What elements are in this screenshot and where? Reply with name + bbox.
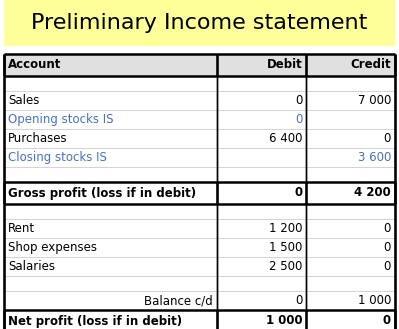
Bar bbox=[4, 291, 395, 310]
Text: 7 000: 7 000 bbox=[358, 94, 391, 107]
Bar bbox=[4, 91, 395, 110]
Bar bbox=[4, 238, 395, 257]
Text: 1 000: 1 000 bbox=[358, 294, 391, 307]
Text: Gross profit (loss if in debit): Gross profit (loss if in debit) bbox=[8, 187, 196, 199]
Bar bbox=[4, 257, 395, 276]
Text: Debit: Debit bbox=[267, 59, 302, 71]
Bar bbox=[4, 219, 395, 238]
Text: 0: 0 bbox=[383, 132, 391, 145]
Bar bbox=[4, 129, 395, 148]
Bar bbox=[4, 276, 395, 291]
Bar bbox=[4, 54, 395, 76]
Text: 1 200: 1 200 bbox=[269, 222, 302, 235]
Bar bbox=[4, 204, 395, 219]
Text: 0: 0 bbox=[383, 222, 391, 235]
Bar bbox=[4, 148, 395, 167]
Text: 0: 0 bbox=[383, 241, 391, 254]
Text: Closing stocks IS: Closing stocks IS bbox=[8, 151, 107, 164]
Text: Salaries: Salaries bbox=[8, 260, 55, 273]
Text: 0: 0 bbox=[295, 94, 302, 107]
Text: Opening stocks IS: Opening stocks IS bbox=[8, 113, 113, 126]
Text: Net profit (loss if in debit): Net profit (loss if in debit) bbox=[8, 315, 182, 327]
Text: Shop expenses: Shop expenses bbox=[8, 241, 97, 254]
Text: Purchases: Purchases bbox=[8, 132, 67, 145]
Bar bbox=[4, 0, 395, 46]
Text: Credit: Credit bbox=[350, 59, 391, 71]
Text: Account: Account bbox=[8, 59, 61, 71]
Bar bbox=[4, 182, 395, 204]
Bar bbox=[4, 110, 395, 129]
Bar bbox=[4, 167, 395, 182]
Bar bbox=[4, 310, 395, 329]
Text: Preliminary Income statement: Preliminary Income statement bbox=[31, 13, 368, 33]
Text: 1 500: 1 500 bbox=[269, 241, 302, 254]
Text: 0: 0 bbox=[383, 260, 391, 273]
Text: 3 600: 3 600 bbox=[358, 151, 391, 164]
Text: 0: 0 bbox=[294, 187, 302, 199]
Text: Rent: Rent bbox=[8, 222, 35, 235]
Text: 4 200: 4 200 bbox=[354, 187, 391, 199]
Text: 6 400: 6 400 bbox=[269, 132, 302, 145]
Text: 0: 0 bbox=[295, 113, 302, 126]
Text: 2 500: 2 500 bbox=[269, 260, 302, 273]
Text: 0: 0 bbox=[383, 315, 391, 327]
Bar bbox=[4, 76, 395, 91]
Text: Balance c/d: Balance c/d bbox=[144, 294, 213, 307]
Text: 1 000: 1 000 bbox=[266, 315, 302, 327]
Text: 0: 0 bbox=[295, 294, 302, 307]
Text: Sales: Sales bbox=[8, 94, 40, 107]
